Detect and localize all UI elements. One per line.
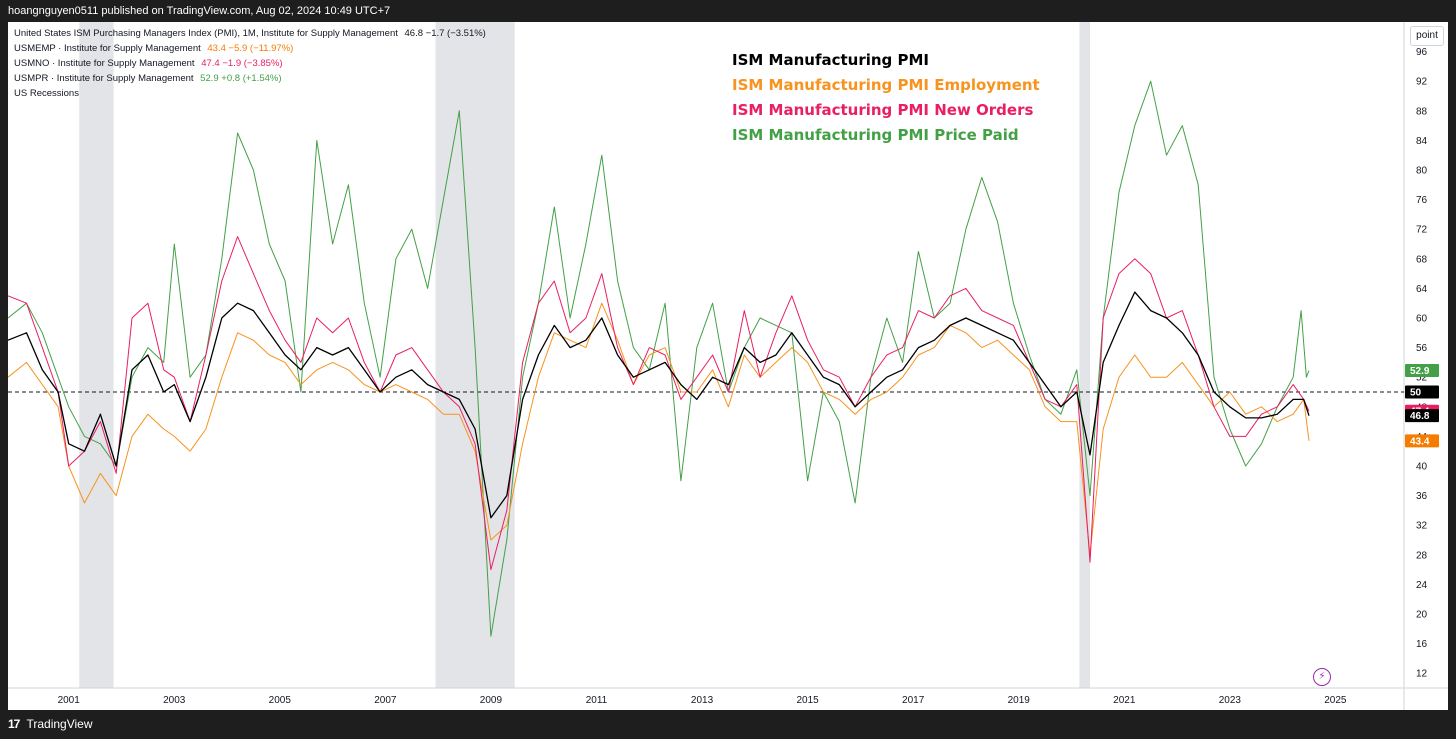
recession-band xyxy=(79,22,114,688)
y-tick-label: 28 xyxy=(1416,550,1428,561)
y-tick-label: 96 xyxy=(1416,47,1428,58)
legend-value: 52.9 +0.8 (+1.54%) xyxy=(200,73,282,84)
legend-value: 46.8 −1.7 (−3.51%) xyxy=(404,28,486,39)
overlay-series-titles: ISM Manufacturing PMI ISM Manufacturing … xyxy=(732,48,1040,148)
y-tick-label: 80 xyxy=(1416,166,1428,177)
x-tick-label: 2003 xyxy=(163,695,186,706)
publisher-text: hoangnguyen0511 published on TradingView… xyxy=(8,5,391,17)
legend-row-new-orders[interactable]: USMNO · Institute for Supply Management … xyxy=(14,56,486,71)
y-tick-label: 88 xyxy=(1416,106,1428,117)
x-tick-label: 2019 xyxy=(1008,695,1031,706)
axis-value-label: 46.8 xyxy=(1410,411,1430,422)
overlay-title-employment: ISM Manufacturing PMI Employment xyxy=(732,76,1040,94)
y-tick-label: 32 xyxy=(1416,521,1428,532)
brand-name: TradingView xyxy=(26,717,93,731)
x-tick-label: 2013 xyxy=(691,695,714,706)
recession-band xyxy=(1079,22,1090,688)
series-line-3 xyxy=(8,80,1310,637)
legend-row-recessions[interactable]: US Recessions xyxy=(14,86,486,101)
x-tick-label: 2021 xyxy=(1113,695,1136,706)
y-tick-label: 56 xyxy=(1416,343,1428,354)
axis-value-badge xyxy=(1405,364,1439,378)
x-tick-label: 2009 xyxy=(480,695,503,706)
legend-value: 47.4 −1.9 (−3.85%) xyxy=(201,58,283,69)
legend-row-price-paid[interactable]: USMPR · Institute for Supply Management … xyxy=(14,71,486,86)
overlay-title-pmi: ISM Manufacturing PMI xyxy=(732,51,930,69)
x-tick-label: 2001 xyxy=(58,695,81,706)
axis-value-badge xyxy=(1405,434,1439,448)
legend-label: USMEMP · Institute for Supply Management xyxy=(14,43,201,54)
chart-svg[interactable]: 1216202428323640444852566064687276808488… xyxy=(8,22,1448,710)
legend-label: USMNO · Institute for Supply Management xyxy=(14,58,195,69)
series-line-0 xyxy=(8,291,1310,519)
series-legend: United States ISM Purchasing Managers In… xyxy=(14,26,486,101)
lightning-icon[interactable]: ⚡ xyxy=(1313,668,1331,686)
chart-area[interactable]: 1216202428323640444852566064687276808488… xyxy=(8,22,1448,710)
legend-value: 43.4 −5.9 (−11.97%) xyxy=(207,43,294,54)
y-tick-label: 52 xyxy=(1416,373,1428,384)
x-tick-label: 2005 xyxy=(269,695,292,706)
x-tick-label: 2015 xyxy=(796,695,819,706)
y-tick-label: 20 xyxy=(1416,610,1428,621)
y-tick-label: 92 xyxy=(1416,77,1428,88)
y-tick-label: 76 xyxy=(1416,195,1428,206)
y-tick-label: 60 xyxy=(1416,314,1428,325)
series-line-1 xyxy=(8,302,1310,556)
publisher-header: hoangnguyen0511 published on TradingView… xyxy=(0,0,1456,22)
overlay-title-price-paid: ISM Manufacturing PMI Price Paid xyxy=(732,126,1019,144)
axis-value-label: 52.9 xyxy=(1410,366,1430,377)
brand-footer: 17 TradingView xyxy=(0,710,1456,739)
tradingview-logo-icon: 17 xyxy=(8,717,20,731)
overlay-title-new-orders: ISM Manufacturing PMI New Orders xyxy=(732,101,1034,119)
y-tick-label: 24 xyxy=(1416,580,1428,591)
series-line-2 xyxy=(8,236,1310,571)
legend-label: United States ISM Purchasing Managers In… xyxy=(14,28,398,39)
x-tick-label: 2025 xyxy=(1324,695,1347,706)
legend-row-pmi[interactable]: United States ISM Purchasing Managers In… xyxy=(14,26,486,41)
y-tick-label: 72 xyxy=(1416,225,1428,236)
axis-value-label: 43.4 xyxy=(1410,436,1430,447)
y-tick-label: 16 xyxy=(1416,639,1428,650)
legend-label: US Recessions xyxy=(14,88,79,99)
axis-value-badge xyxy=(1405,409,1439,423)
x-tick-label: 2023 xyxy=(1219,695,1242,706)
axis-value-label: 50 xyxy=(1410,388,1422,399)
x-tick-label: 2017 xyxy=(902,695,925,706)
axis-value-badge xyxy=(1405,385,1439,399)
y-tick-label: 68 xyxy=(1416,254,1428,265)
y-tick-label: 84 xyxy=(1416,136,1428,147)
legend-label: USMPR · Institute for Supply Management xyxy=(14,73,194,84)
price-scale-unit-button[interactable]: point xyxy=(1410,26,1444,46)
y-tick-label: 64 xyxy=(1416,284,1428,295)
y-tick-label: 12 xyxy=(1416,669,1428,680)
x-tick-label: 2007 xyxy=(374,695,397,706)
y-tick-label: 36 xyxy=(1416,491,1428,502)
legend-row-employment[interactable]: USMEMP · Institute for Supply Management… xyxy=(14,41,486,56)
x-tick-label: 2011 xyxy=(586,695,608,706)
y-tick-label: 40 xyxy=(1416,462,1428,473)
